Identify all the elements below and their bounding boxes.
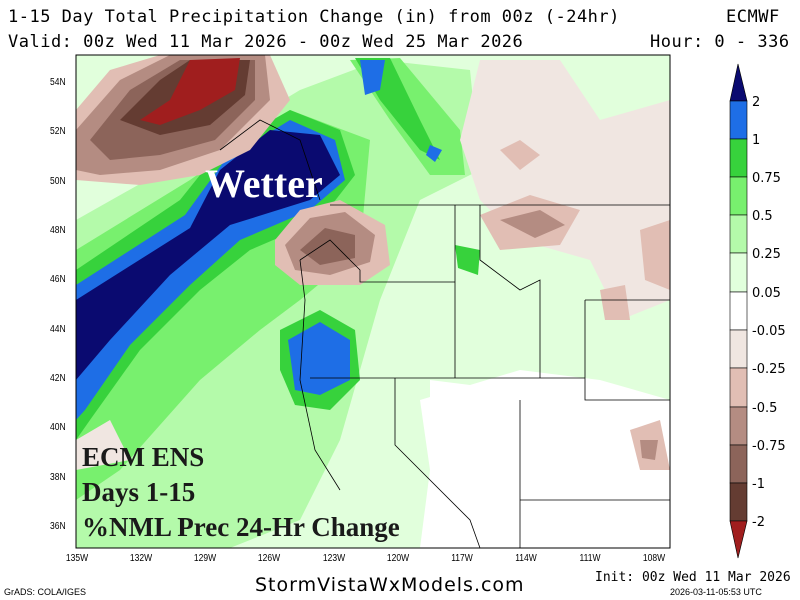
colorbar-cap-bottom (729, 520, 748, 559)
colorbar-label: 0.25 (752, 247, 781, 262)
colorbar-label: -0.75 (752, 439, 786, 454)
lat-label: 44N (50, 324, 66, 335)
lat-label: 38N (50, 472, 66, 483)
lon-label: 129W (193, 553, 217, 564)
colorbar-label: -0.5 (752, 401, 778, 416)
lat-label: 46N (50, 274, 66, 285)
init-time: Init: 00z Wed 11 Mar 2026 (595, 570, 791, 585)
lon-label: 114W (515, 553, 537, 564)
lat-label: 42N (50, 373, 66, 384)
generated-timestamp: 2026-03-11-05:53 UTC (670, 587, 762, 597)
overlay-model: ECM ENS (82, 442, 205, 472)
colorbar-label: -1 (752, 477, 765, 492)
colorbar (729, 63, 748, 559)
colorbar-label: 1 (752, 133, 761, 148)
lat-label: 50N (50, 176, 66, 187)
lat-label: 52N (50, 126, 66, 137)
colorbar-label: 2 (752, 95, 761, 110)
lat-label: 54N (50, 77, 66, 88)
lon-label: 135W (65, 553, 89, 564)
map-title: 1-15 Day Total Precipitation Change (in)… (8, 7, 620, 27)
colorbar-label: -0.05 (752, 324, 786, 339)
overlay-days: Days 1-15 (82, 477, 196, 507)
lon-label: 111W (579, 553, 601, 564)
site-credit: StormVistaWxModels.com (255, 574, 525, 596)
grads-credit: GrADS: COLA/IGES (4, 587, 87, 597)
colorbar-label: 0.75 (752, 171, 781, 186)
forecast-hours: Hour: 0 - 336 (650, 32, 790, 52)
wetter-core (76, 130, 340, 380)
overlay-product: %NML Prec 24-Hr Change (82, 512, 400, 542)
lon-label: 126W (257, 553, 281, 564)
lat-label: 40N (50, 422, 66, 433)
lon-label: 132W (129, 553, 153, 564)
colorbar-label: 0.05 (752, 286, 781, 301)
map-frame (75, 54, 671, 549)
colorbar-label: -2 (752, 515, 765, 530)
lon-label: 123W (322, 553, 346, 564)
valid-period: Valid: 00z Wed 11 Mar 2026 - 00z Wed 25 … (8, 32, 524, 52)
colorbar-cap-top (729, 63, 748, 102)
lon-label: 108W (642, 553, 666, 564)
lat-label: 48N (50, 225, 66, 236)
wetter-annotation: Wetter (205, 161, 323, 206)
model-name: ECMWF (726, 7, 780, 27)
lat-label: 36N (50, 521, 66, 532)
political-borders (219, 119, 670, 548)
neutral-area (420, 370, 670, 548)
colorbar-label: 0.5 (752, 209, 773, 224)
colorbar-label: -0.25 (752, 362, 786, 377)
lon-label: 117W (451, 553, 473, 564)
precip-field (76, 55, 670, 548)
lon-label: 120W (386, 553, 410, 564)
